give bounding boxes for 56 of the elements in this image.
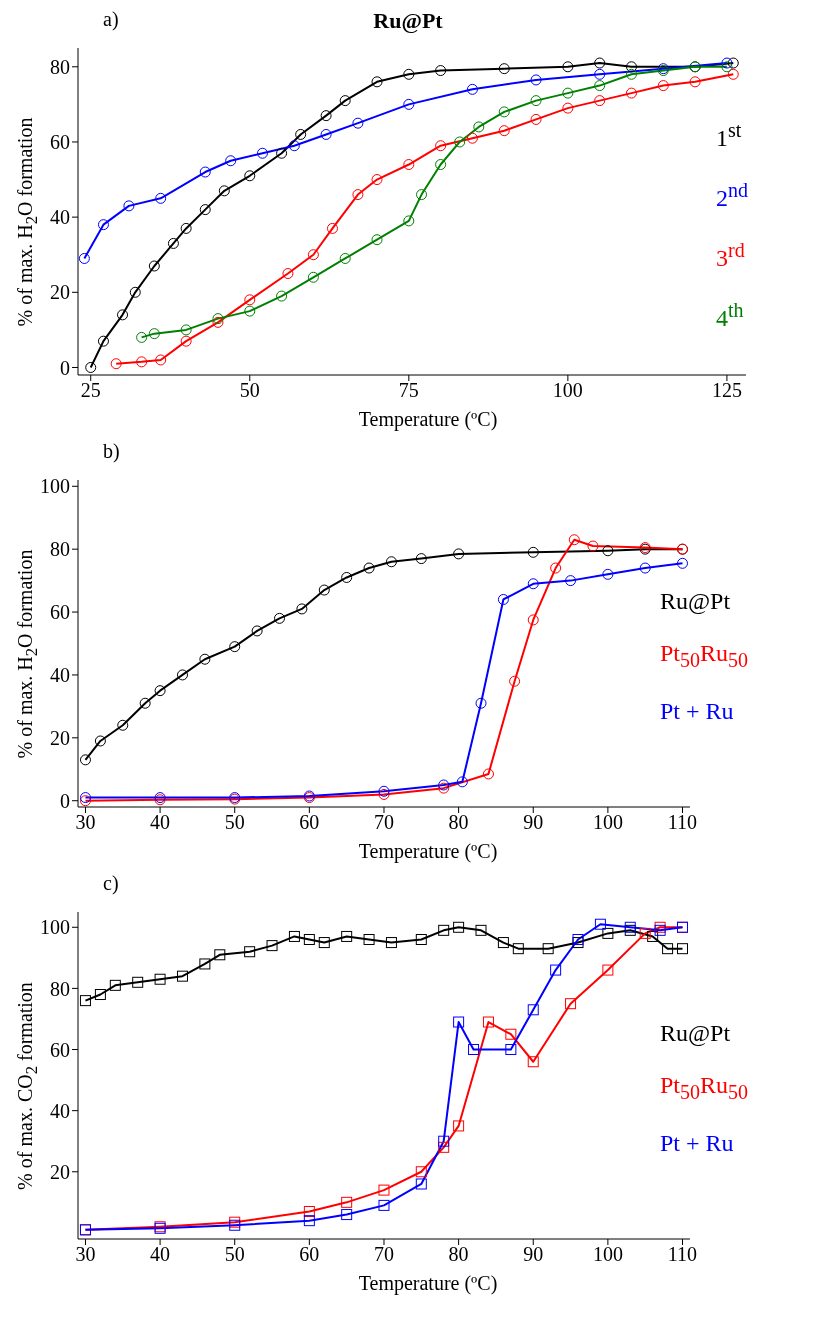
y-tick-label: 60: [50, 131, 70, 154]
y-tick-label: 40: [50, 1099, 70, 1122]
y-tick-label: 80: [50, 55, 70, 78]
x-tick-label: 60: [299, 1243, 320, 1266]
chart-title: Ru@Pt: [373, 8, 443, 33]
x-tick-label: 80: [448, 811, 469, 834]
x-tick-label: 50: [224, 1243, 245, 1266]
x-tick-label: 100: [592, 811, 623, 834]
y-tick-label: 0: [60, 356, 70, 379]
x-tick-label: 30: [75, 811, 96, 834]
x-tick-label: 110: [667, 1243, 698, 1266]
x-tick-label: 50: [224, 811, 245, 834]
text: 4$^{th}$: [716, 299, 744, 331]
x-tick-label: 80: [448, 1243, 469, 1266]
y-tick-label: 80: [50, 538, 70, 561]
x-tick-label: 40: [150, 1243, 171, 1266]
x-tick-label: 125: [711, 379, 742, 402]
x-axis-title: Temperature (ºC): [358, 408, 498, 430]
y-tick-label: 20: [50, 1160, 70, 1183]
text: Pt + Ru: [659, 1130, 734, 1157]
x-tick-label: 90: [523, 811, 544, 834]
text: a): [103, 8, 119, 30]
y-tick-label: 20: [50, 726, 70, 749]
y-tick-label: 40: [50, 664, 70, 687]
text: 2$^{nd}$: [716, 179, 748, 211]
text: c): [103, 872, 119, 894]
text: Pt + Ru: [659, 698, 734, 725]
y-tick-label: 40: [50, 206, 70, 229]
text: Pt$_{50}$Ru$_{50}$: [659, 639, 748, 671]
text: Ru@Pt: [659, 1019, 731, 1046]
x-tick-label: 30: [75, 1243, 96, 1266]
x-tick-label: 90: [523, 1243, 544, 1266]
x-axis-title: Temperature (ºC): [358, 840, 498, 862]
x-tick-label: 70: [373, 1243, 394, 1266]
text: 3$^{rd}$: [716, 239, 745, 271]
x-tick-label: 40: [150, 811, 171, 834]
x-tick-label: 75: [398, 379, 419, 402]
text: 1$^{st}$: [716, 119, 742, 151]
x-axis-title: Temperature (ºC): [358, 1272, 498, 1294]
y-tick-label: 60: [50, 601, 70, 624]
y-tick-label: 100: [40, 475, 70, 498]
x-tick-label: 25: [80, 379, 101, 402]
x-tick-label: 100: [552, 379, 583, 402]
y-tick-label: 0: [60, 789, 70, 812]
y-tick-label: 100: [40, 916, 70, 939]
x-tick-label: 60: [299, 811, 320, 834]
text: b): [103, 440, 120, 462]
x-tick-label: 70: [373, 811, 394, 834]
x-tick-label: 50: [239, 379, 260, 402]
y-tick-label: 20: [50, 281, 70, 304]
y-tick-label: 80: [50, 977, 70, 1000]
y-tick-label: 60: [50, 1038, 70, 1061]
x-tick-label: 100: [592, 1243, 623, 1266]
text: Pt$_{50}$Ru$_{50}$: [659, 1071, 748, 1103]
x-tick-label: 110: [667, 811, 698, 834]
series-label: Ru@Pt: [659, 587, 731, 614]
